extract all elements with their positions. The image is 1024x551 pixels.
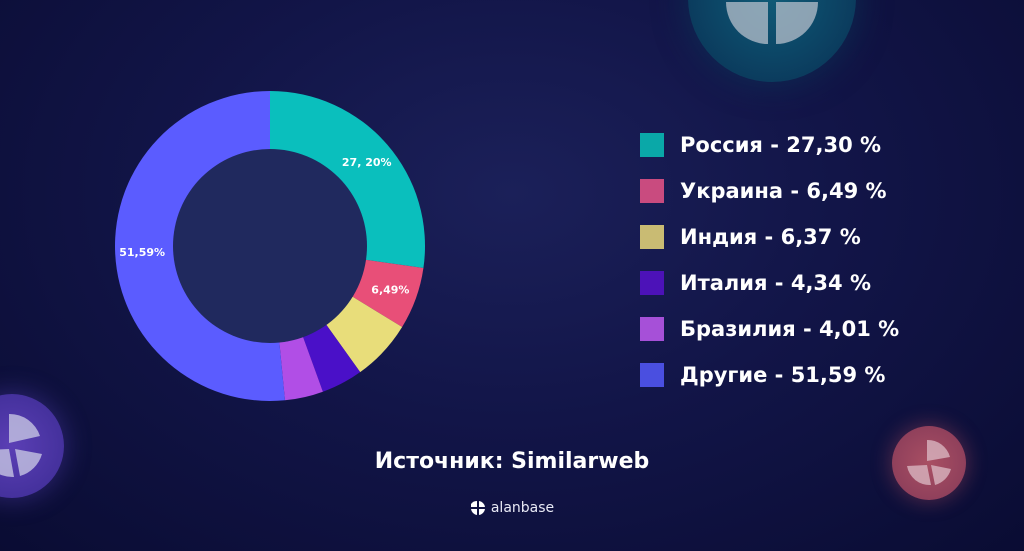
legend-swatch [640,133,664,157]
chart-legend: Россия - 27,30 % Украина - 6,49 % Индия - … [640,122,899,398]
alanbase-logo-icon [470,500,485,515]
legend-swatch [640,225,664,249]
donut-hole [173,149,367,343]
legend-swatch [640,271,664,295]
legend-swatch [640,179,664,203]
legend-item: Другие - 51,59 % [640,352,899,398]
legend-item: Бразилия - 4,01 % [640,306,899,352]
decor-circle-left [0,394,64,498]
legend-swatch [640,317,664,341]
legend-label: Другие - 51,59 % [680,363,886,387]
pie-slice-label-2: 6,49% [371,283,409,296]
decor-circle-top [688,0,856,82]
pie-slice-label-6: 51,59% [119,246,165,259]
legend-item: Россия - 27,30 % [640,122,899,168]
legend-label: Италия - 4,34 % [680,271,871,295]
legend-item: Индия - 6,37 % [640,214,899,260]
legend-label: Индия - 6,37 % [680,225,861,249]
legend-label: Бразилия - 4,01 % [680,317,900,341]
pie-chart-icon [726,2,818,44]
legend-label: Украина - 6,49 % [680,179,887,203]
legend-swatch [640,363,664,387]
legend-item: Италия - 4,34 % [640,260,899,306]
brand-logo: alanbase [0,500,1024,516]
pie-slice-label-1: 27, 20% [342,156,392,169]
decor-circle-right [892,426,966,500]
pie-chart-icon [907,439,951,486]
source-caption: Источник: Similarweb [374,449,650,474]
brand-name: alanbase [490,500,555,516]
donut-chart-svg: 27, 20% 6,49% 51,59% [114,91,425,401]
legend-label: Россия - 27,30 % [680,133,882,157]
legend-item: Украина - 6,49 % [640,168,899,214]
pie-chart-icon [0,413,42,478]
donut-chart: 27, 20% 6,49% 51,59% [110,86,430,406]
